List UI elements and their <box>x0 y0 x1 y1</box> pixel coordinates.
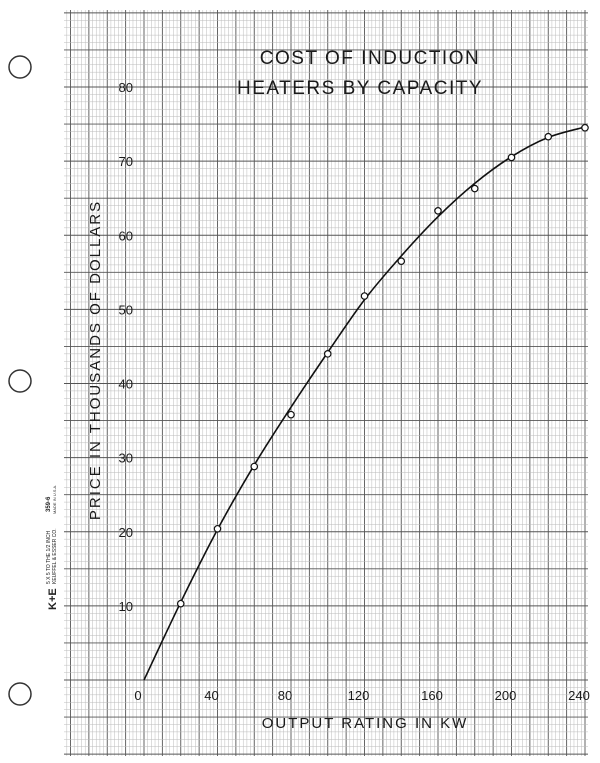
data-point <box>470 184 479 193</box>
data-point <box>213 524 222 533</box>
x-tick-label: 160 <box>421 688 443 703</box>
paper-brand: K+E <box>47 588 59 610</box>
y-tick-label: 70 <box>119 154 133 169</box>
y-tick-label: 10 <box>119 599 133 614</box>
y-tick-label: 50 <box>119 302 133 317</box>
x-tick-label: 40 <box>204 688 218 703</box>
data-point <box>434 206 442 215</box>
data-point <box>250 462 259 471</box>
paper-spec-line1: 5 X 5 TO THE 1/2 INCH <box>46 531 52 584</box>
data-point <box>323 350 332 358</box>
data-point <box>581 123 589 132</box>
data-points <box>176 123 589 608</box>
paper-part-number: 359-6 <box>46 496 52 512</box>
y-tick-label: 40 <box>119 377 133 392</box>
y-tick-label: 80 <box>119 80 133 95</box>
y-tick-label: 30 <box>119 451 133 466</box>
paper-made-in: MADE IN U.S.A. <box>52 485 57 514</box>
y-tick-label: 20 <box>119 525 133 540</box>
binder-hole-top <box>8 55 32 79</box>
x-tick-label: 200 <box>495 688 517 703</box>
data-point <box>507 153 516 162</box>
paper-imprint: K+E 5 X 5 TO THE 1/2 INCH KEUFFEL & ESSE… <box>46 485 59 610</box>
y-tick-label: 60 <box>119 228 133 243</box>
paper-spec-line2: KEUFFEL & ESSER CO. <box>52 528 58 584</box>
x-tick-label: 120 <box>348 688 370 703</box>
x-tick-label: 0 <box>134 688 141 703</box>
x-tick-label: 80 <box>278 688 292 703</box>
binder-hole-middle <box>8 369 32 393</box>
y-axis-label: PRICE IN THOUSANDS OF DOLLARS <box>87 200 104 520</box>
data-point <box>544 132 553 141</box>
chart-title-line2: HEATERS BY CAPACITY <box>237 78 483 99</box>
data-point <box>397 257 406 265</box>
x-tick-label: 240 <box>568 688 590 703</box>
data-point <box>176 599 185 608</box>
data-point <box>287 410 295 419</box>
binder-hole-bottom <box>8 682 32 706</box>
grid <box>64 10 588 756</box>
data-point <box>360 292 369 300</box>
chart-title-line1: COST OF INDUCTION <box>260 48 480 69</box>
x-axis-label: OUTPUT RATING IN KW <box>262 715 469 732</box>
chart-labels: COST OF INDUCTION HEATERS BY CAPACITY OU… <box>87 48 590 732</box>
